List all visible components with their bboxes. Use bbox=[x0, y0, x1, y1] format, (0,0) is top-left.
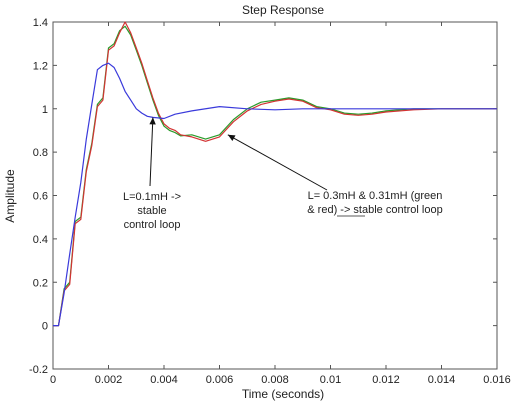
y-tick-label: 0.8 bbox=[33, 147, 48, 159]
x-tick-label: 0.004 bbox=[150, 374, 178, 386]
annotation-l01-line2: stable bbox=[137, 205, 166, 217]
series-layer bbox=[53, 21, 497, 327]
annotation-l01-line3: control loop bbox=[124, 219, 181, 231]
x-axis-ticks: 0 0.002 0.004 0.006 0.008 0.01 0.012 0.014 0.016 bbox=[50, 22, 511, 386]
y-axis-ticks: -0.2 0 0.2 0.4 0.6 0.8 1 1.2 1.4 bbox=[29, 17, 497, 376]
y-tick-label: 0.2 bbox=[33, 277, 48, 289]
y-tick-label: -0.2 bbox=[29, 364, 48, 376]
annotation-arrowhead-l03 bbox=[227, 134, 236, 141]
annotation-l01-line1: L=0.1mH -> bbox=[123, 191, 181, 203]
y-tick-label: 0.6 bbox=[33, 191, 48, 203]
y-tick-label: 0.4 bbox=[33, 234, 48, 246]
annotation-l03: L= 0.3mH & 0.31mH (green & red) -> stabl… bbox=[227, 134, 443, 217]
annotation-arrowhead-l01 bbox=[149, 117, 156, 125]
x-tick-label: 0.008 bbox=[261, 374, 289, 386]
plot-frame bbox=[52, 21, 498, 370]
series-line-0 bbox=[53, 62, 497, 327]
x-tick-label: 0.014 bbox=[428, 374, 456, 386]
x-axis-label: Time (seconds) bbox=[242, 387, 324, 401]
x-tick-label: 0 bbox=[50, 374, 56, 386]
annotation-arrow-l03 bbox=[227, 134, 328, 191]
y-tick-label: 1.4 bbox=[33, 17, 48, 29]
y-tick-label: 0 bbox=[42, 321, 48, 333]
x-tick-label: 0.002 bbox=[95, 374, 123, 386]
y-tick-label: 1 bbox=[42, 104, 48, 116]
series-line-2 bbox=[53, 21, 497, 327]
x-tick-label: 0.012 bbox=[372, 374, 400, 386]
x-tick-label: 0.01 bbox=[320, 374, 341, 386]
annotation-l03-line2: & red) -> stable control loop bbox=[307, 204, 442, 216]
annotation-l01: L=0.1mH -> stable control loop bbox=[123, 117, 181, 231]
x-tick-label: 0.006 bbox=[206, 374, 234, 386]
chart-title: Step Response bbox=[242, 3, 324, 17]
annotation-l03-line1: L= 0.3mH & 0.31mH (green bbox=[308, 190, 443, 202]
x-tick-label: 0.016 bbox=[483, 374, 511, 386]
y-axis-label: Amplitude bbox=[3, 169, 17, 223]
y-tick-label: 1.2 bbox=[33, 60, 48, 72]
annotation-arrow-l01 bbox=[149, 117, 154, 187]
